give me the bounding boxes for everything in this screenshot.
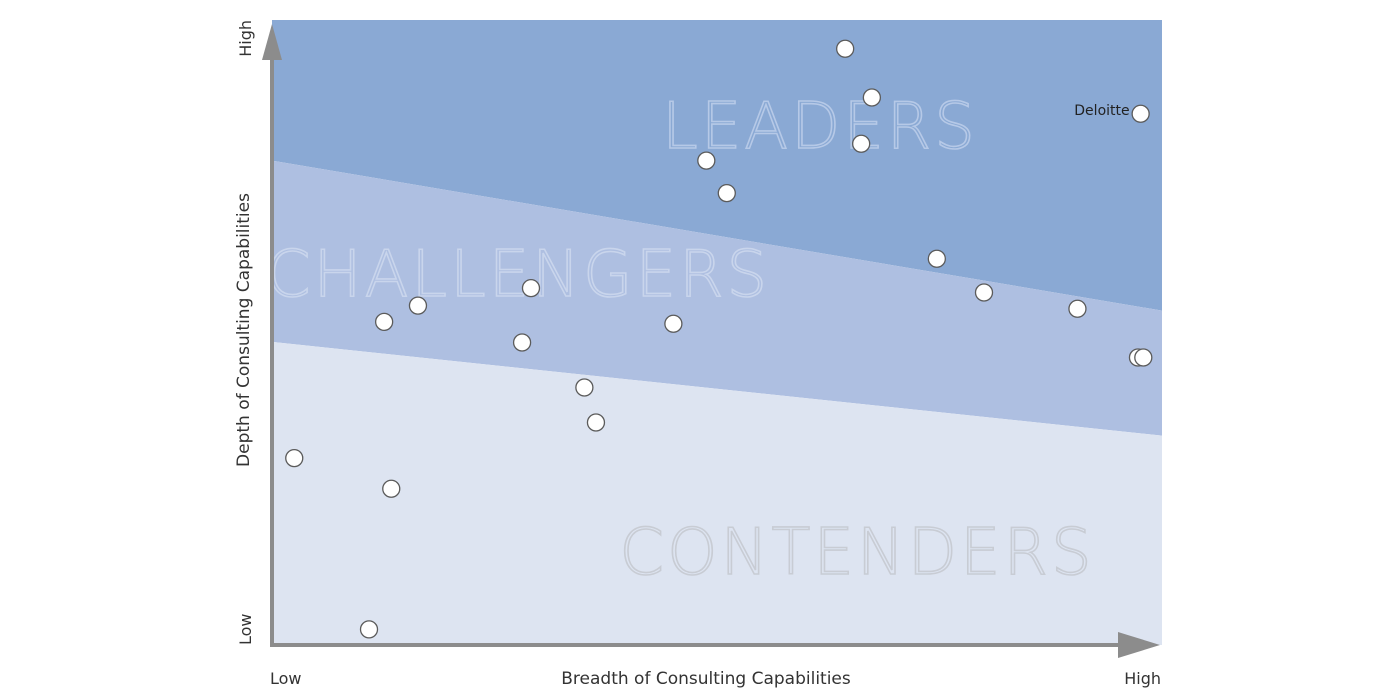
data-point (382, 479, 401, 498)
x-axis-title: Breadth of Consulting Capabilities (561, 669, 851, 689)
data-point-deloitte (1131, 104, 1150, 123)
data-point (1068, 299, 1087, 318)
y-axis-high-label: High (236, 20, 255, 57)
data-point (512, 333, 532, 352)
x-axis-low-label: Low (270, 669, 302, 688)
zone-challengers (272, 160, 1162, 436)
points-layer: Deloitte (285, 39, 1153, 639)
data-point (374, 312, 394, 332)
zones-layer (272, 20, 1162, 645)
data-point (575, 378, 594, 397)
x-axis-arrowhead (1118, 632, 1160, 658)
data-point (927, 249, 946, 268)
data-point (717, 183, 736, 203)
data-point (359, 620, 379, 639)
y-axis-title: Depth of Consulting Capabilities (234, 193, 254, 467)
zone-contenders (272, 341, 1162, 645)
data-point (836, 39, 855, 58)
zone-label-leaders: LEADERS (662, 90, 978, 164)
data-point (586, 413, 606, 432)
data-point (1134, 348, 1153, 367)
zone-label-contenders: CONTENDERS (619, 516, 1094, 590)
zone-labels-layer: LEADERS CHALLENGERS CONTENDERS (265, 89, 1094, 591)
y-axis-arrowhead (262, 24, 282, 60)
axes (262, 24, 1160, 658)
zone-label-challengers: CHALLENGERS (266, 238, 770, 312)
x-axis-high-label: High (1124, 669, 1161, 688)
data-point (521, 278, 541, 298)
data-point (697, 151, 716, 170)
data-point (408, 296, 428, 315)
point-label-deloitte: Deloitte (1074, 103, 1129, 119)
data-point (664, 314, 683, 333)
zone-leaders (272, 20, 1162, 311)
y-axis-low-label: Low (236, 613, 255, 645)
data-point (852, 134, 871, 153)
data-point (974, 283, 994, 302)
data-point (862, 88, 882, 107)
data-point (285, 448, 304, 468)
